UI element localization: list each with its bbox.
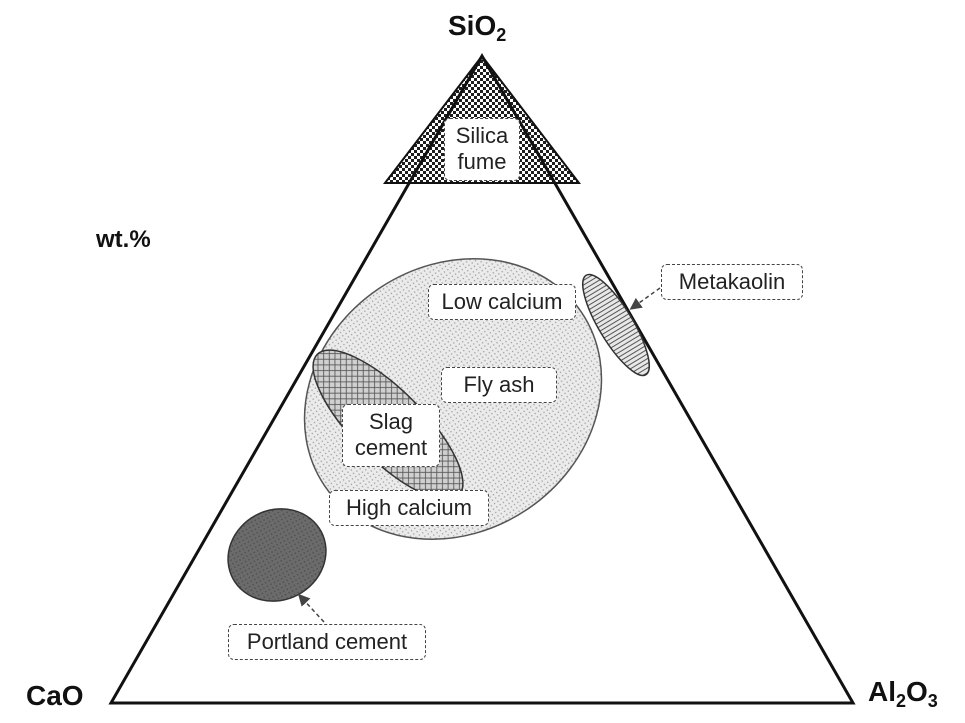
triangle-outline (108, 52, 856, 705)
vertex-label-al2o3: Al2O3 (868, 676, 938, 711)
label-low-calcium: Low calcium (428, 284, 576, 321)
label-slag-cement: Slag cement (342, 404, 440, 467)
vertex-label-sio2: SiO2 (448, 10, 507, 45)
portland-cement-region (227, 508, 327, 602)
label-high-calcium: High calcium (329, 490, 489, 527)
units-label: wt.% (96, 226, 151, 253)
label-fly-ash: Fly ash (441, 367, 557, 404)
label-metakaolin: Metakaolin (661, 264, 803, 301)
label-portland-cement: Portland cement (228, 624, 426, 661)
portland-cement-leader-arrow (297, 593, 325, 623)
metakaolin-region (582, 273, 650, 377)
vertex-label-cao: CaO (26, 680, 84, 711)
metakaolin-leader-arrow (629, 287, 661, 310)
label-silica-fume: Silica fume (444, 118, 520, 181)
